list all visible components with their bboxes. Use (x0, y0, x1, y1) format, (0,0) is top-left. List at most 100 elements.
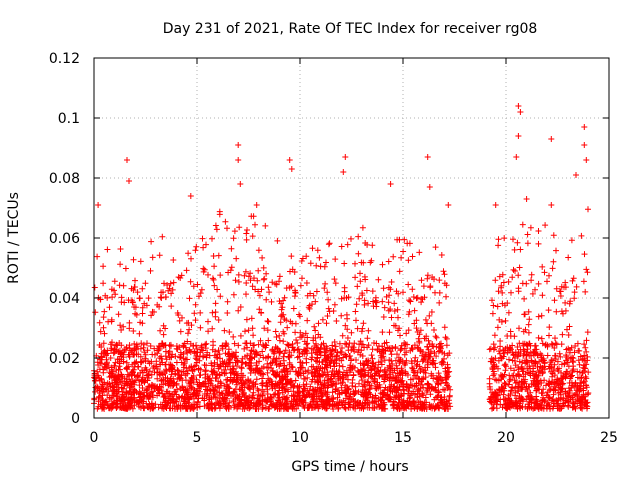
y-axis-ticks: 0 0.02 0.04 0.06 0.08 0.1 0.12 (49, 51, 609, 427)
roti-point (126, 373, 132, 379)
roti-point (249, 283, 256, 290)
roti-point (431, 327, 437, 333)
roti-point (243, 360, 250, 367)
roti-point (400, 399, 407, 405)
roti-point (106, 304, 113, 311)
x-axis-ticks: 0 5 10 15 20 25 (90, 58, 618, 446)
roti-point (308, 350, 315, 357)
roti-point (434, 375, 441, 381)
roti-point (424, 320, 431, 327)
roti-point (226, 399, 233, 406)
roti-point (308, 356, 315, 363)
roti-point (397, 332, 403, 339)
roti-point (356, 380, 362, 387)
roti-point (538, 357, 545, 363)
roti-point (343, 311, 350, 318)
roti-point (318, 389, 325, 396)
roti-point (380, 314, 387, 320)
roti-point (201, 362, 208, 368)
roti-point (96, 393, 103, 400)
roti-point (198, 286, 205, 293)
roti-point (423, 389, 430, 395)
roti-point (188, 255, 194, 262)
roti-point (159, 359, 166, 366)
roti-point (312, 327, 319, 334)
roti-point (492, 355, 499, 362)
roti-point (112, 359, 119, 366)
roti-point (258, 309, 264, 316)
roti-point (249, 233, 256, 240)
roti-point (321, 352, 328, 359)
roti-point (139, 285, 146, 292)
roti-point (269, 279, 276, 286)
roti-point (361, 381, 368, 388)
roti-point (165, 287, 172, 294)
roti-point (504, 401, 511, 408)
roti-point (99, 381, 106, 388)
roti-point (265, 354, 271, 361)
roti-point (193, 353, 200, 359)
roti-point (391, 322, 397, 329)
roti-point (204, 401, 211, 408)
roti-point (208, 377, 215, 384)
roti-point (495, 236, 502, 243)
roti-point (515, 133, 522, 139)
roti-point (142, 280, 149, 287)
roti-point (130, 351, 137, 358)
roti-point (239, 355, 246, 362)
roti-point (581, 378, 588, 385)
roti-point (544, 352, 551, 359)
roti-point (182, 372, 189, 379)
roti-point (322, 349, 329, 356)
roti-point (576, 361, 583, 368)
roti-point (219, 358, 226, 365)
roti-point (568, 373, 574, 380)
roti-point (340, 369, 347, 376)
roti-point (430, 372, 436, 379)
roti-point (424, 272, 431, 279)
roti-point (169, 351, 176, 358)
roti-point (245, 384, 251, 391)
roti-point (243, 236, 250, 243)
roti-point (323, 259, 329, 266)
roti-point (535, 334, 542, 341)
roti-point (414, 344, 421, 351)
roti-point (289, 266, 296, 273)
roti-point (103, 351, 110, 357)
roti-point (420, 392, 427, 399)
roti-point (376, 348, 383, 355)
roti-point (358, 391, 365, 398)
roti-point (554, 378, 561, 385)
roti-point (376, 343, 382, 349)
roti-point (287, 384, 294, 391)
roti-point (417, 385, 424, 392)
roti-point (326, 240, 333, 247)
roti-point (565, 332, 572, 338)
roti-point (172, 370, 179, 377)
roti-point (280, 338, 287, 345)
roti-point (377, 390, 384, 397)
roti-point (359, 325, 366, 332)
roti-point (549, 370, 556, 377)
roti-point (321, 377, 328, 384)
roti-point (325, 305, 332, 312)
roti-point (205, 328, 212, 335)
roti-point (545, 307, 552, 314)
roti-point (535, 381, 542, 388)
roti-point (403, 381, 410, 388)
roti-point (100, 263, 107, 270)
roti-point (431, 276, 437, 283)
roti-point (346, 369, 353, 376)
roti-point (289, 381, 296, 388)
roti-point (495, 365, 501, 372)
roti-point (444, 385, 451, 392)
roti-point (269, 367, 276, 374)
roti-point (94, 368, 101, 375)
roti-point (224, 298, 231, 305)
roti-point (136, 382, 143, 389)
roti-point (185, 394, 192, 401)
roti-point (571, 289, 578, 296)
roti-point (224, 376, 231, 383)
roti-point (139, 304, 146, 311)
roti-point (140, 369, 146, 376)
